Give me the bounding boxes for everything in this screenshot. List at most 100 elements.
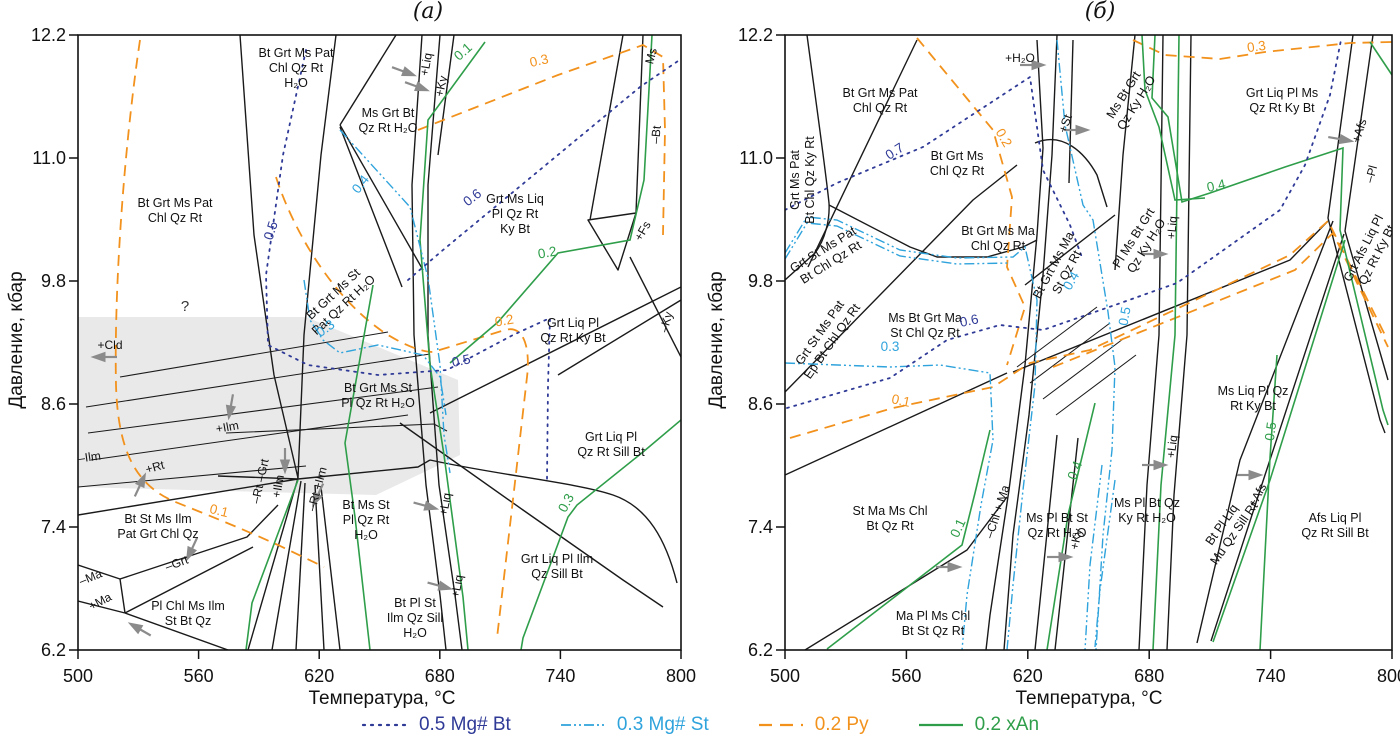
region-label-line: H₂O	[403, 626, 427, 640]
region-label-line: Ilm Qz Sill	[387, 611, 443, 625]
dotted-line-icon	[361, 723, 409, 727]
arrow-icon	[133, 472, 147, 497]
panel-a-y-tick-labels: 12.2 11.0 9.8 8.6 7.4 6.2	[31, 25, 66, 660]
arrow-icon	[1047, 551, 1074, 563]
region-label-line: St Ma Ms Chl	[852, 504, 927, 518]
region-label-line: Chl Qz Rt	[971, 239, 1026, 253]
region-label: Grt Liq Pl Qz Rt Sill Bt	[577, 430, 645, 459]
region-label-line: Grt Liq Pl Ilm	[521, 552, 593, 566]
region-label-line: Bt Grt Ms	[931, 149, 984, 163]
region-label-line: Chl Qz Rt	[853, 101, 908, 115]
y-tick-label: 7.4	[748, 517, 773, 537]
region-label-line: Ms Pl Bt Qz	[1114, 496, 1180, 510]
region-label: Ms Grt Bt Qz Rt H₂O	[358, 106, 417, 135]
region-label-line: Grt Liq Pl	[547, 316, 599, 330]
region-label-line: Bt Grt Ms Pat	[842, 86, 918, 100]
region-label: St Ma Ms Chl Bt Qz Rt	[852, 504, 927, 533]
panel-a-x-tick-labels: 500 560 620 680 740 800	[63, 666, 696, 686]
region-label-line: Chl Qz Rt	[269, 61, 324, 75]
region-label-line: St Chl Qz Rt	[890, 326, 960, 340]
region-label: Bt St Ms Ilm Pat Grt Chl Qz	[117, 512, 198, 541]
panel-b-mgbt-isopleths	[785, 39, 1342, 409]
isopleth-value: 0.1	[947, 516, 969, 539]
x-tick-label: 740	[1256, 666, 1286, 686]
region-label: Bt Grt Ms Pat Chl Qz Rt	[842, 86, 918, 115]
region-label: Afs Liq Pl Qz Rt Sill Bt	[1301, 511, 1369, 540]
x-tick-label: 800	[666, 666, 696, 686]
region-label-line: Bt Grt Ms Pat	[258, 46, 334, 60]
region-label: Grt Liq Pl Ms Qz Rt Ky Bt	[1246, 86, 1318, 115]
x-tick-label: 620	[1013, 666, 1043, 686]
panel-b-x-tick-labels: 500 560 620 680 740 800	[770, 666, 1400, 686]
legend-label: 0.2 Py	[814, 714, 869, 735]
region-label-line: Qz Rt Ky Bt	[540, 331, 606, 345]
arrow-icon	[90, 351, 117, 363]
region-label: Grt Liq Pl Qz Rt Ky Bt	[540, 316, 606, 345]
region-label-line: St Bt Qz	[165, 614, 212, 628]
panel-b-field-boundaries	[785, 35, 1389, 650]
legend-item-mgbt: 0.5 Mg# Bt	[361, 714, 511, 736]
isopleth-value: 0.3	[528, 51, 550, 70]
region-label-line: Pat Grt Chl Qz	[117, 527, 198, 541]
region-label: Ms Pl Bt St Qz Rt H₂O	[1026, 511, 1088, 540]
y-tick-label: 9.8	[748, 271, 773, 291]
reaction-label: –Ma	[77, 566, 104, 588]
region-label-line: Chl Qz Rt	[930, 164, 985, 178]
y-tick-label: 8.6	[748, 394, 773, 414]
region-label-line: Chl Qz Rt	[148, 211, 203, 225]
region-label-line: Pl Qz Rt H₂O	[341, 396, 415, 410]
panel-b-xan-isopleths	[826, 35, 1392, 650]
question-mark-label: ?	[181, 298, 189, 315]
legend-item-xan: 0.2 xAn	[917, 714, 1039, 736]
isopleth-value: 0.2	[993, 126, 1015, 150]
region-label: Bt Grt Ms St Pl Qz Rt H₂O	[341, 381, 415, 410]
y-tick-label: 9.8	[41, 271, 66, 291]
region-label-line: Qz Rt Sill Bt	[577, 445, 645, 459]
x-tick-label: 800	[1377, 666, 1400, 686]
region-label-line: Ma Pl Ms Chl	[896, 609, 970, 623]
x-tick-label: 500	[770, 666, 800, 686]
isopleth-value: 0.7	[883, 140, 907, 163]
x-tick-label: 500	[63, 666, 93, 686]
arrow-icon	[404, 81, 430, 92]
arrow-icon	[127, 622, 152, 637]
x-tick-label: 740	[545, 666, 575, 686]
panel-a-field-boundaries	[78, 35, 681, 650]
panel-b-ticks	[776, 34, 1393, 659]
region-label-line: Bt Qz Rt	[866, 519, 914, 533]
reaction-label: +Ilm	[215, 418, 240, 436]
reaction-label: +Liq	[1164, 434, 1181, 459]
region-label-line: Bt Grt Ms Ma	[961, 224, 1035, 238]
region-label: Ma Pl Ms Chl Bt St Qz Rt	[896, 609, 970, 638]
region-label-line: Ms Liq Pl Qz	[1218, 384, 1289, 398]
x-tick-label: 560	[184, 666, 214, 686]
y-tick-label: 8.6	[41, 394, 66, 414]
region-label-line: Qz Rt H₂O	[1027, 526, 1086, 540]
panel-b-isopleth-value-labels: 0.7 0.6 0.3 0.4 0.5 0.2 0.1 0.3 0.1 0.4 …	[881, 38, 1280, 540]
panel-b-y-axis-label: Давление, кбар	[706, 271, 727, 408]
region-label-line: Afs Liq Pl	[1309, 511, 1362, 525]
region-label-line: Ky Bt	[500, 222, 530, 236]
region-label-line: Rt Ky Bt	[1230, 399, 1276, 413]
isopleth-value: 0.5	[261, 219, 281, 241]
reaction-label: –Grt	[163, 552, 190, 573]
reaction-label: –Ilm	[77, 449, 101, 466]
reaction-label: +Ky	[1067, 527, 1085, 550]
arrow-icon	[1020, 59, 1047, 71]
legend-item-py: 0.2 Py	[757, 714, 869, 736]
arrow-icon	[225, 394, 237, 421]
reaction-label: –Ky	[657, 310, 676, 334]
panel-b-arrows	[936, 59, 1355, 573]
region-label: Bt Pl St Ilm Qz Sill H₂O	[387, 596, 443, 640]
legend-item-mgst: 0.3 Mg# St	[559, 714, 709, 736]
panel-a-ticks	[69, 34, 682, 659]
reaction-label: +H₂O	[1005, 51, 1035, 65]
arrow-icon	[1328, 133, 1355, 145]
isopleth-value: 0.4	[1205, 176, 1227, 195]
panel-a-x-axis-label: Температура, °C	[309, 688, 456, 709]
panel-a-arrows	[90, 66, 454, 637]
y-tick-label: 6.2	[748, 640, 773, 660]
region-label: Bt Ms St Pl Qz Rt H₂O	[342, 498, 390, 542]
region-label-line: Bt Grt Ms St	[344, 381, 413, 395]
region-label: Ms Bt Grt Ma St Chl Qz Rt	[888, 311, 962, 340]
